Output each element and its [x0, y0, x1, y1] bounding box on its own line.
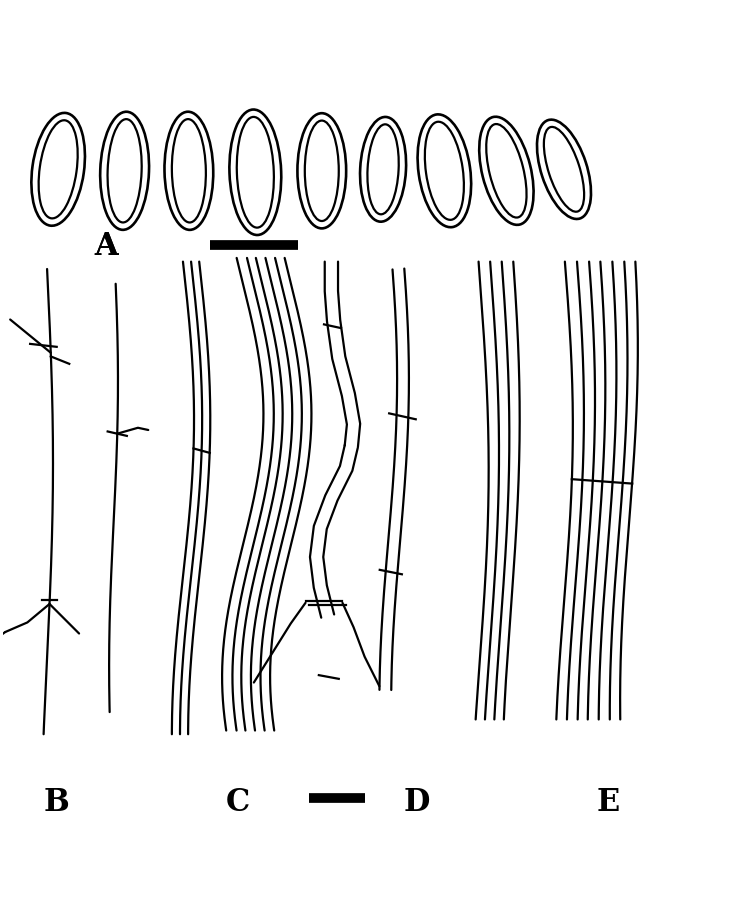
Text: C: C — [225, 786, 250, 818]
Text: A: A — [94, 231, 118, 263]
Text: E: E — [597, 786, 620, 818]
Text: D: D — [403, 786, 429, 818]
Text: B: B — [43, 786, 69, 818]
Text: A: A — [94, 231, 118, 263]
